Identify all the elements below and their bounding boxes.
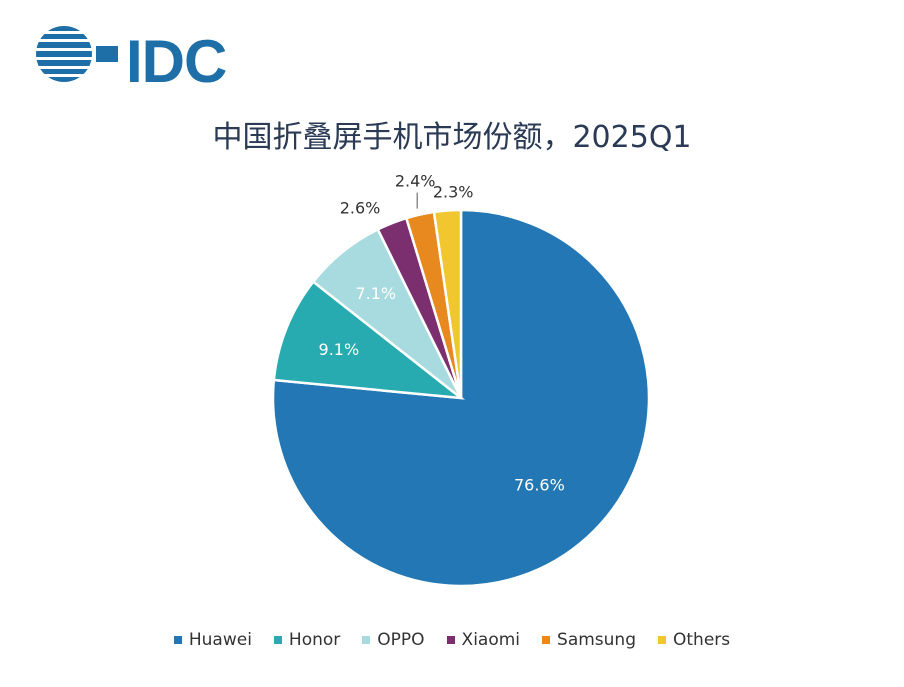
slice-label-oppo: 7.1% — [355, 284, 396, 303]
pie-slice-others — [432, 208, 463, 399]
legend-item-samsung: Samsung — [542, 630, 636, 650]
pie-slice-honor — [272, 279, 466, 400]
legend-label: Huawei — [188, 630, 252, 650]
legend-swatch — [273, 636, 282, 644]
legend-swatch — [362, 636, 371, 644]
globe-icon — [36, 26, 118, 82]
slice-label-others: 2.3% — [433, 183, 474, 202]
legend-label: Samsung — [557, 630, 636, 650]
legend-item-honor: Honor — [273, 630, 341, 650]
slice-label-samsung: 2.4% — [395, 172, 436, 191]
slice-label-xiaomi: 2.6% — [340, 198, 381, 217]
idc-logo: IDC — [34, 22, 227, 92]
slice-label-huawei: 76.6% — [514, 475, 565, 494]
legend-item-oppo: OPPO — [362, 630, 425, 650]
legend-swatch — [658, 636, 666, 644]
legend-label: Others — [673, 630, 731, 650]
legend-swatch — [173, 636, 182, 644]
legend-label: Honor — [288, 630, 341, 650]
legend-swatch — [446, 636, 455, 644]
logo-text: IDC — [126, 28, 227, 95]
legend: Huawei Honor OPPO Xiaomi Samsung Others — [0, 630, 904, 650]
legend-item-others: Others — [658, 630, 730, 650]
legend-item-huawei: Huawei — [173, 630, 252, 650]
legend-label: Xiaomi — [461, 630, 521, 650]
chart-title: 中国折叠屏手机市场份额，2025Q1 — [212, 120, 692, 155]
legend-swatch — [542, 636, 551, 644]
legend-label: OPPO — [377, 630, 425, 650]
slice-label-honor: 9.1% — [319, 340, 360, 359]
legend-item-xiaomi: Xiaomi — [446, 630, 521, 650]
